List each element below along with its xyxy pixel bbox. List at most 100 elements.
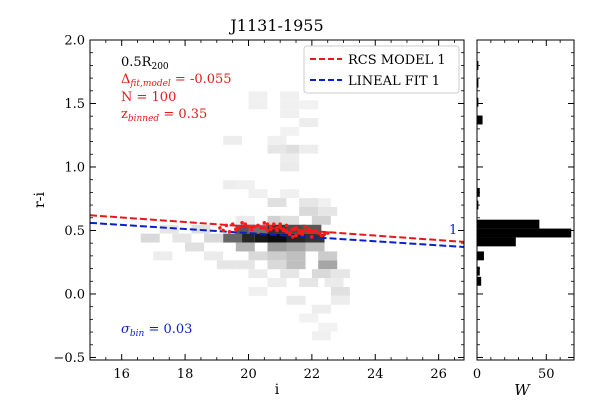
- density-cell-57: [311, 269, 331, 279]
- density-cell-16: [223, 180, 243, 190]
- density-cell-20: [299, 198, 319, 207]
- density-cell-59: [267, 278, 287, 287]
- red-point-19: [233, 227, 238, 232]
- radius-prefix: 0.5R: [121, 55, 153, 70]
- red-point-21: [259, 226, 263, 230]
- density-cell-64: [286, 295, 306, 305]
- red-point-30: [265, 228, 270, 233]
- red-point-46: [284, 229, 289, 234]
- red-point-22: [272, 222, 276, 226]
- red-point-28: [240, 221, 244, 225]
- density-cell-19: [311, 198, 331, 207]
- annotation-side-label: 1: [449, 223, 457, 238]
- histogram-bar-10: [477, 266, 480, 276]
- side-plot-frame: [476, 39, 575, 361]
- density-cell-74: [204, 251, 224, 261]
- y-tick-label-1: 0.0: [64, 287, 85, 302]
- density-cell-3: [280, 100, 300, 110]
- delta-subscript: fit,model: [129, 79, 171, 89]
- lineal-fit-line: [89, 221, 465, 248]
- sigma-symbol: σ: [121, 322, 131, 337]
- red-point-14: [306, 229, 311, 234]
- histogram-bar-6: [477, 219, 540, 229]
- x-tick-label-22: 22: [304, 367, 321, 382]
- main-plot-frame: [89, 39, 465, 361]
- y-tick-label-5: 2.0: [64, 34, 85, 49]
- red-point-25: [310, 229, 314, 234]
- x-tick-label-16: 16: [113, 367, 130, 382]
- legend-box: [303, 45, 460, 94]
- density-cell-6: [299, 118, 319, 127]
- density-cell-62: [248, 286, 268, 296]
- side-histogram: 0 50 W: [473, 39, 575, 399]
- red-sequence-points: [218, 221, 330, 239]
- density-cell-52: [286, 260, 306, 270]
- red-point-9: [275, 228, 279, 233]
- side-x-tick-label-0: 0: [473, 367, 481, 382]
- red-point-45: [278, 224, 282, 229]
- density-cell-43: [305, 242, 325, 252]
- density-cell-0: [248, 91, 268, 101]
- red-point-31: [278, 222, 282, 226]
- red-point-7: [262, 221, 267, 225]
- y-tick-label-2: 0.5: [64, 224, 85, 239]
- legend-label-rcs-model: RCS MODEL 1: [348, 53, 446, 68]
- histogram-bar-8: [477, 237, 516, 247]
- density-cell-38: [223, 233, 243, 243]
- delta-symbol: Δ: [121, 72, 130, 87]
- density-cell-53: [318, 260, 338, 270]
- density-cell-54: [216, 260, 236, 270]
- red-point-13: [300, 232, 305, 237]
- density-cell-40: [235, 242, 255, 252]
- density-cell-4: [299, 100, 319, 110]
- red-point-48: [297, 231, 301, 235]
- red-point-33: [303, 224, 308, 229]
- red-point-44: [268, 227, 273, 232]
- red-point-5: [249, 227, 254, 232]
- density-cell-45: [185, 242, 205, 252]
- rcs-model-line: [89, 214, 465, 243]
- histogram-bar-2: [477, 97, 479, 107]
- density-cell-32: [248, 224, 268, 234]
- histogram-bar-7: [477, 228, 572, 238]
- legend-label-lineal-fit: LINEAL FIT 1: [348, 74, 440, 89]
- red-point-38: [294, 233, 298, 238]
- density-cell-47: [267, 251, 287, 261]
- density-cell-56: [280, 269, 300, 279]
- density-cell-11: [267, 144, 287, 154]
- radius-subscript: 200: [151, 62, 168, 72]
- annotation-radius: 0.5R200: [121, 55, 169, 72]
- red-point-18: [221, 228, 225, 233]
- density-cell-24: [267, 215, 287, 225]
- density-cell-50: [235, 260, 255, 270]
- density-cell-58: [330, 269, 350, 279]
- y-axis-label: r-i: [32, 192, 48, 208]
- density-cell-28: [235, 224, 255, 234]
- fit-lines: [89, 214, 465, 248]
- x-tick-label-26: 26: [430, 367, 447, 382]
- sigma-subscript: bin: [130, 329, 145, 339]
- density-cell-13: [280, 153, 300, 163]
- red-point-34: [316, 231, 321, 235]
- density-cell-14: [280, 162, 300, 172]
- annotation-z: zbinned = 0.35: [121, 107, 207, 124]
- red-point-40: [306, 227, 311, 232]
- density-cell-49: [318, 251, 338, 261]
- density-cell-7: [280, 126, 300, 136]
- red-point-35: [275, 226, 279, 230]
- red-point-49: [303, 228, 308, 233]
- red-point-16: [319, 233, 324, 238]
- red-point-23: [284, 223, 289, 228]
- red-point-4: [243, 222, 248, 226]
- y-tick-label-4: 1.5: [64, 97, 85, 112]
- density-cell-9: [267, 135, 287, 145]
- density-cell-72: [153, 251, 173, 261]
- annotation-delta: Δfit,model = -0.055: [121, 72, 232, 89]
- x-tick-label-20: 20: [240, 367, 257, 382]
- histogram-bar-3: [477, 115, 483, 125]
- density-cell-36: [286, 233, 306, 243]
- density-cell-41: [267, 242, 287, 252]
- density-cell-25: [280, 215, 300, 225]
- density-cell-35: [267, 233, 287, 243]
- density-cell-68: [318, 322, 338, 332]
